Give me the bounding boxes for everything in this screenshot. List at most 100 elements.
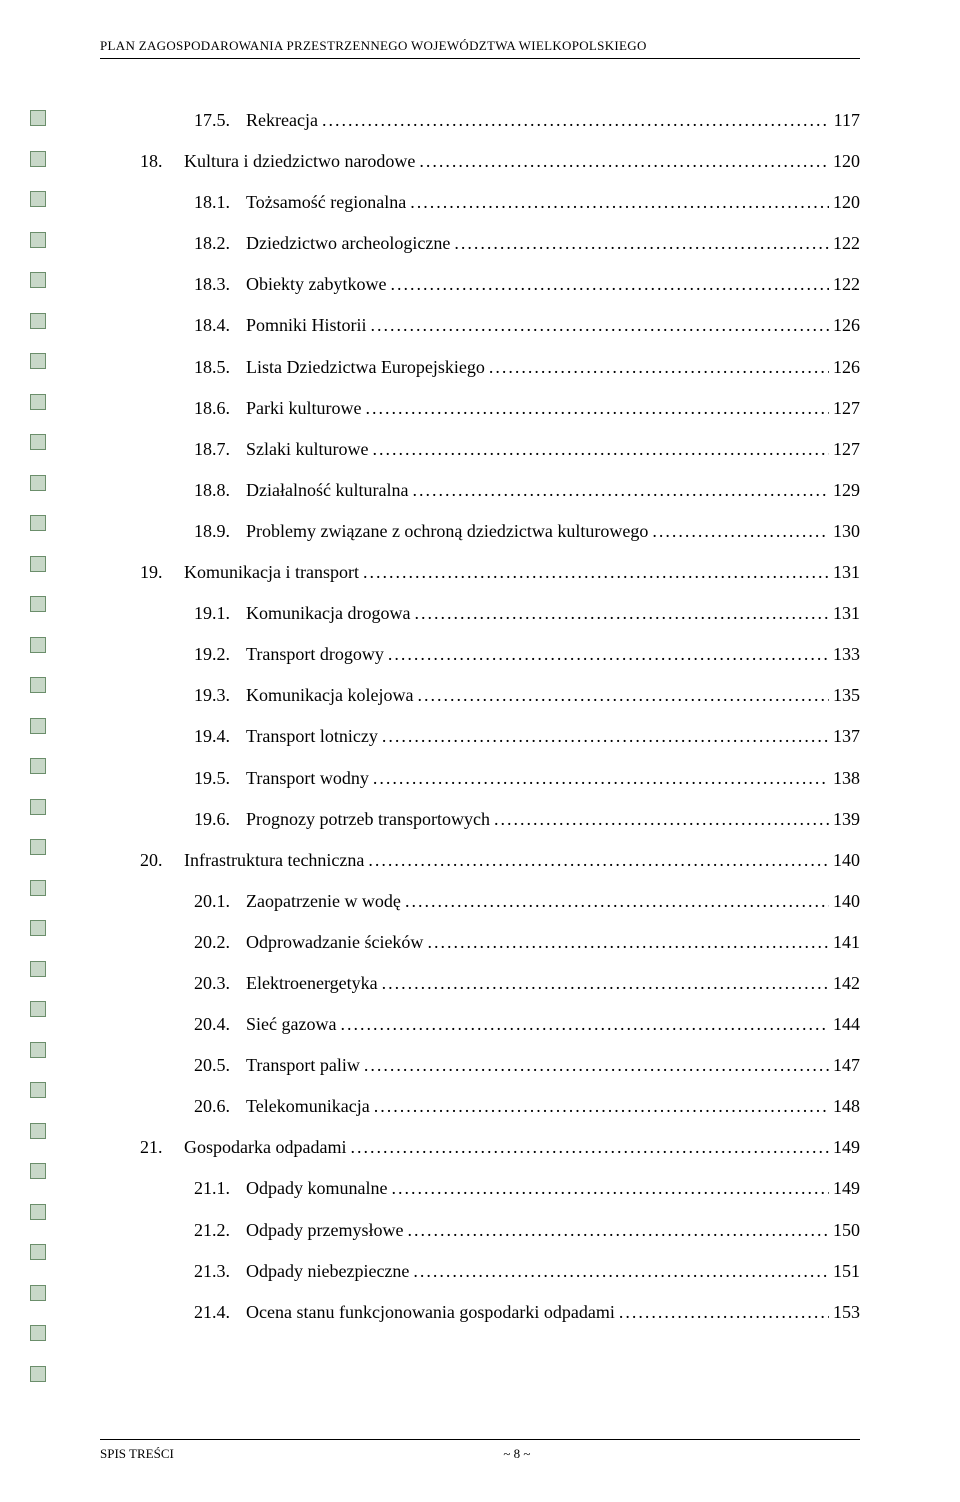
toc-entry: 19.1.Komunikacja drogowa................… xyxy=(140,603,860,625)
toc-title: Parki kulturowe xyxy=(246,398,361,420)
toc-leader-dots: ........................................… xyxy=(419,151,829,173)
toc-number: 18.2. xyxy=(194,233,246,255)
sidebar-square-icon xyxy=(30,151,46,167)
toc-page-number: 117 xyxy=(834,110,860,132)
toc-leader-dots: ........................................… xyxy=(390,274,829,296)
toc-entry: 21.Gospodarka odpadami..................… xyxy=(140,1137,860,1159)
toc-entry: 19.6.Prognozy potrzeb transportowych....… xyxy=(140,809,860,831)
sidebar-square-icon xyxy=(30,596,46,612)
toc-entry: 19.2.Transport drogowy..................… xyxy=(140,644,860,666)
toc-page-number: 153 xyxy=(833,1302,860,1324)
toc-entry: 18.5.Lista Dziedzictwa Europejskiego....… xyxy=(140,357,860,379)
footer-page-number: ~ 8 ~ xyxy=(174,1446,860,1462)
sidebar-square-icon xyxy=(30,1204,46,1220)
toc-title: Transport drogowy xyxy=(246,644,384,666)
toc-entry: 18.2.Dziedzictwo archeologiczne.........… xyxy=(140,233,860,255)
toc-leader-dots: ........................................… xyxy=(454,233,829,255)
toc-title: Szlaki kulturowe xyxy=(246,439,368,461)
toc-number: 21.2. xyxy=(194,1220,246,1242)
toc-title: Kultura i dziedzictwo narodowe xyxy=(184,151,415,173)
toc-number: 18. xyxy=(140,151,184,173)
toc-leader-dots: ........................................… xyxy=(388,644,829,666)
sidebar-square-icon xyxy=(30,1123,46,1139)
toc-leader-dots: ........................................… xyxy=(382,726,829,748)
toc-entry: 21.1.Odpady komunalne...................… xyxy=(140,1178,860,1200)
toc-number: 19.6. xyxy=(194,809,246,831)
sidebar-square-icon xyxy=(30,1325,46,1341)
toc-number: 19.3. xyxy=(194,685,246,707)
sidebar-square-icon xyxy=(30,1366,46,1382)
toc-leader-dots: ........................................… xyxy=(374,1096,829,1118)
toc-page-number: 140 xyxy=(833,850,860,872)
toc-title: Rekreacja xyxy=(246,110,318,132)
toc-entry: 21.2.Odpady przemysłowe.................… xyxy=(140,1220,860,1242)
toc-page-number: 150 xyxy=(833,1220,860,1242)
toc-title: Tożsamość regionalna xyxy=(246,192,406,214)
header-rule xyxy=(100,58,860,59)
toc-leader-dots: ........................................… xyxy=(371,315,829,337)
toc-number: 20.1. xyxy=(194,891,246,913)
toc-number: 20.4. xyxy=(194,1014,246,1036)
toc-page-number: 126 xyxy=(833,357,860,379)
toc-entry: 19.3.Komunikacja kolejowa...............… xyxy=(140,685,860,707)
table-of-contents: 17.5.Rekreacja..........................… xyxy=(140,110,860,1343)
toc-title: Dziedzictwo archeologiczne xyxy=(246,233,450,255)
toc-title: Infrastruktura techniczna xyxy=(184,850,364,872)
toc-leader-dots: ........................................… xyxy=(414,603,829,625)
sidebar-square-icon xyxy=(30,434,46,450)
footer-rule xyxy=(100,1439,860,1440)
toc-entry: 19.4.Transport lotniczy.................… xyxy=(140,726,860,748)
sidebar-square-icon xyxy=(30,232,46,248)
toc-leader-dots: ........................................… xyxy=(368,850,829,872)
toc-leader-dots: ........................................… xyxy=(652,521,829,543)
toc-page-number: 142 xyxy=(833,973,860,995)
sidebar-square-icon xyxy=(30,353,46,369)
toc-page-number: 144 xyxy=(833,1014,860,1036)
toc-leader-dots: ........................................… xyxy=(427,932,829,954)
toc-entry: 20.2.Odprowadzanie ścieków..............… xyxy=(140,932,860,954)
toc-title: Komunikacja drogowa xyxy=(246,603,410,625)
toc-title: Elektroenergetyka xyxy=(246,973,378,995)
toc-title: Lista Dziedzictwa Europejskiego xyxy=(246,357,485,379)
toc-title: Odpady komunalne xyxy=(246,1178,387,1200)
toc-page-number: 129 xyxy=(833,480,860,502)
toc-entry: 18.8.Działalność kulturalna.............… xyxy=(140,480,860,502)
toc-entry: 17.5.Rekreacja..........................… xyxy=(140,110,860,132)
toc-title: Komunikacja kolejowa xyxy=(246,685,413,707)
toc-page-number: 147 xyxy=(833,1055,860,1077)
toc-page-number: 127 xyxy=(833,398,860,420)
toc-number: 20. xyxy=(140,850,184,872)
toc-page-number: 151 xyxy=(833,1261,860,1283)
toc-number: 18.9. xyxy=(194,521,246,543)
toc-entry: 20.1.Zaopatrzenie w wodę................… xyxy=(140,891,860,913)
toc-leader-dots: ........................................… xyxy=(410,192,829,214)
toc-title: Transport paliw xyxy=(246,1055,360,1077)
toc-entry: 21.3.Odpady niebezpieczne...............… xyxy=(140,1261,860,1283)
toc-title: Komunikacja i transport xyxy=(184,562,359,584)
toc-number: 19.1. xyxy=(194,603,246,625)
sidebar-square-icon xyxy=(30,272,46,288)
toc-leader-dots: ........................................… xyxy=(372,439,829,461)
toc-number: 20.2. xyxy=(194,932,246,954)
sidebar-square-icon xyxy=(30,1285,46,1301)
toc-number: 18.3. xyxy=(194,274,246,296)
toc-number: 20.5. xyxy=(194,1055,246,1077)
sidebar-square-icon xyxy=(30,799,46,815)
toc-leader-dots: ........................................… xyxy=(407,1220,829,1242)
toc-leader-dots: ........................................… xyxy=(382,973,829,995)
toc-page-number: 133 xyxy=(833,644,860,666)
toc-number: 19.5. xyxy=(194,768,246,790)
page-header: PLAN ZAGOSPODAROWANIA PRZESTRZENNEGO WOJ… xyxy=(100,38,860,59)
sidebar-square-icon xyxy=(30,1244,46,1260)
toc-entry: 21.4.Ocena stanu funkcjonowania gospodar… xyxy=(140,1302,860,1324)
toc-entry: 18.9.Problemy związane z ochroną dziedzi… xyxy=(140,521,860,543)
toc-number: 19.2. xyxy=(194,644,246,666)
toc-leader-dots: ........................................… xyxy=(413,1261,829,1283)
sidebar-square-icon xyxy=(30,961,46,977)
toc-leader-dots: ........................................… xyxy=(489,357,829,379)
toc-page-number: 122 xyxy=(833,274,860,296)
toc-leader-dots: ........................................… xyxy=(363,562,829,584)
sidebar-square-icon xyxy=(30,920,46,936)
sidebar-square-icon xyxy=(30,394,46,410)
toc-entry: 18.1.Tożsamość regionalna...............… xyxy=(140,192,860,214)
